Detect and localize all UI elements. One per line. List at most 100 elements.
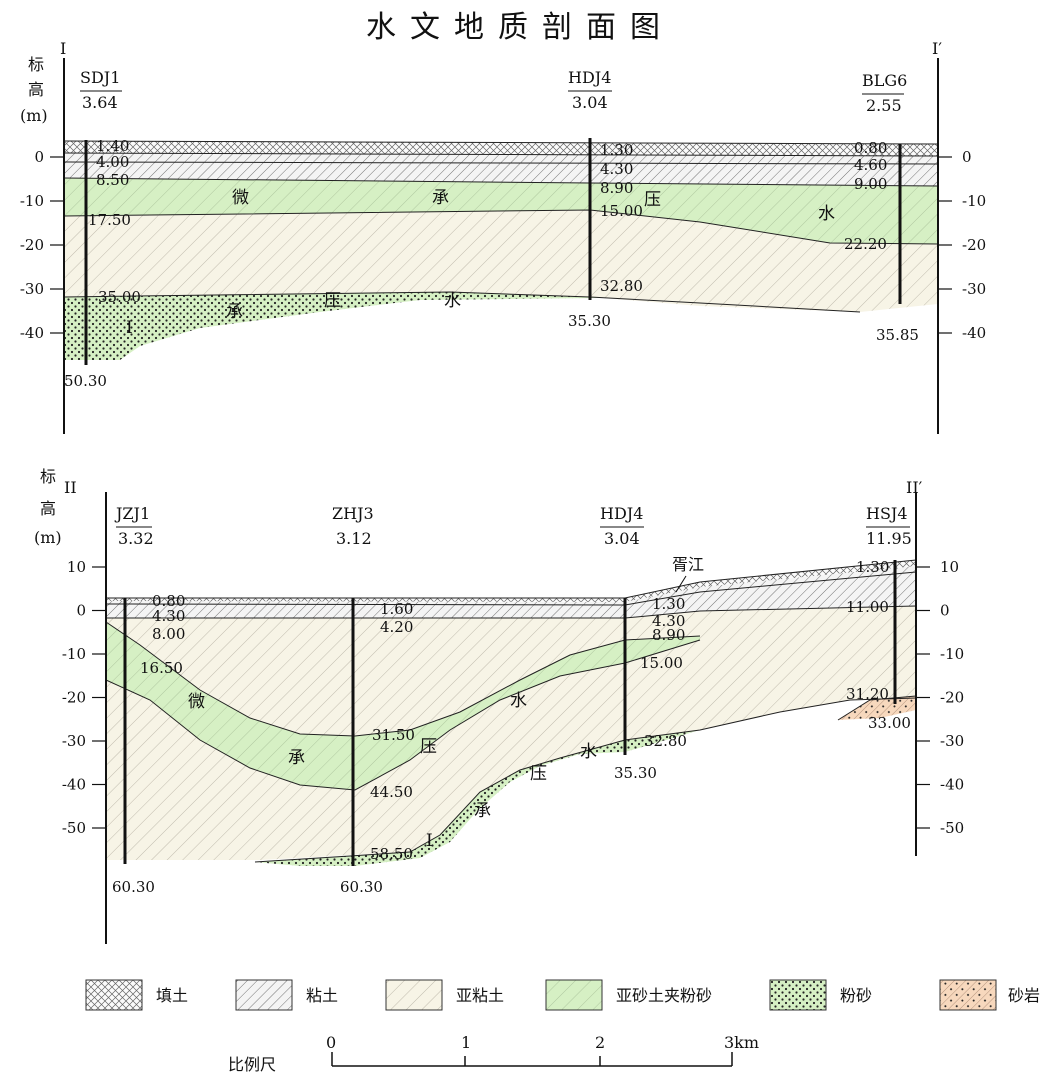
blg6-depth-3: 9.00 <box>854 175 887 193</box>
hdj4-s1-depth-2: 4.30 <box>600 160 633 178</box>
scale-bar: 比例尺 0 1 2 3km <box>228 1033 759 1074</box>
zhj3-depth-2: 4.20 <box>380 618 413 636</box>
section2-left-tick-label: -30 <box>62 732 86 750</box>
section2-fill-layer <box>106 560 916 602</box>
section2-left-tick-label: 0 <box>76 602 86 620</box>
section1-left-tick-label: -20 <box>20 236 44 254</box>
section2-left-tick-label: -40 <box>62 776 86 794</box>
scale-tick-3: 3km <box>724 1033 759 1052</box>
section2-right-tick-label: -10 <box>940 645 964 663</box>
jzj1-depth-4: 16.50 <box>140 659 183 677</box>
section1-left-tick-label: -40 <box>20 324 44 342</box>
jzj1-depth-1: 0.80 <box>152 592 185 610</box>
hdj4-s2-bottom: 35.30 <box>614 764 657 782</box>
hdj4-s2-depth-4: 15.00 <box>640 654 683 672</box>
section2-right-tick-label: -40 <box>940 776 964 794</box>
hdj4-s2-depth-2: 4.30 <box>652 612 685 630</box>
section1-left-axis: 0 -10 -20 -30 -40 <box>20 148 64 342</box>
section1-right-axis: 0 -10 -20 -30 -40 <box>938 148 986 342</box>
sdj1-depth-5: 35.00 <box>98 288 141 306</box>
section1-water-lower-2: 压 <box>324 291 341 311</box>
section2-clay-layer <box>106 566 916 618</box>
borehole-blg6-name: BLG6 <box>862 71 907 90</box>
section2-right-mark: II′ <box>906 478 923 497</box>
jzj1-bottom: 60.30 <box>112 878 155 896</box>
legend-label-sandy-silt: 亚砂土夹粉砂 <box>616 986 712 1005</box>
section1-sandy-silt-layer <box>64 210 938 312</box>
section2-water-upper-1: 微 <box>188 692 205 712</box>
section1-right-tick-label: -10 <box>962 192 986 210</box>
hdj4-s1-depth-1: 1.30 <box>600 141 633 159</box>
section2-water-upper-2: 承 <box>288 748 305 768</box>
legend-swatch-sandstone <box>939 979 997 1011</box>
section1-water-lower-3: 水 <box>444 291 461 311</box>
section2-elev-label-3: (m) <box>34 528 62 547</box>
borehole-hdj4-s2-name: HDJ4 <box>600 504 643 523</box>
sdj1-bottom: 50.30 <box>64 372 107 390</box>
section2-left-tick-label: 10 <box>67 558 86 576</box>
sdj1-depth-3: 8.50 <box>96 171 129 189</box>
section2-left-tick-label: -20 <box>62 689 86 707</box>
blg6-depth-4: 22.20 <box>844 235 887 253</box>
section1-elev-label-3: (m) <box>20 106 48 125</box>
legend-label-fine-sand: 粉砂 <box>840 986 872 1005</box>
legend-swatch-sandy-silt <box>545 979 603 1011</box>
borehole-jzj1-elev: 3.32 <box>118 529 154 548</box>
section2-left-mark: II <box>64 478 77 497</box>
section1-right-tick-label: 0 <box>962 148 972 166</box>
diagram-title: 水文地质剖面图 <box>366 10 674 45</box>
section2-water-lower-2: 压 <box>530 764 547 784</box>
blg6-bottom: 35.85 <box>876 326 919 344</box>
hsj4-bottom: 33.00 <box>868 714 911 732</box>
zhj3-depth-3: 31.50 <box>372 726 415 744</box>
jzj1-depth-3: 8.00 <box>152 625 185 643</box>
legend-label-silty-clay: 亚粘土 <box>456 986 504 1005</box>
section1-water-upper-2: 承 <box>432 188 449 208</box>
legend-label-sandstone: 砂岩 <box>1008 986 1040 1005</box>
hdj4-s2-depth-1: 1.30 <box>652 595 685 613</box>
sdj1-depth-4: 17.50 <box>88 211 131 229</box>
hdj4-s1-depth-3: 8.90 <box>600 179 633 197</box>
hsj4-depth-1: 1.30 <box>856 558 889 576</box>
hdj4-s2-depth-3: 8.90 <box>652 626 685 644</box>
legend: 填土 粘土 亚粘土 亚砂土夹粉砂 粉砂 砂岩 <box>85 979 1040 1011</box>
section1-right-mark: I′ <box>932 39 942 58</box>
legend-label-fill: 填土 <box>156 986 188 1005</box>
section1-left-tick-label: 0 <box>34 148 44 166</box>
borehole-hdj4-s2-elev: 3.04 <box>604 529 640 548</box>
section2-elev-label-2: 高 <box>40 499 56 518</box>
section2-right-tick-label: 0 <box>940 602 950 620</box>
section2-left-tick-label: -10 <box>62 645 86 663</box>
section2-water-lower-1: 承 <box>474 801 491 821</box>
borehole-sdj1-name: SDJ1 <box>80 68 120 87</box>
zhj3-depth-1: 1.60 <box>380 600 413 618</box>
legend-swatch-silty-clay <box>385 979 443 1011</box>
river-label: 胥江 <box>672 555 704 574</box>
section2-fine-sand-layer <box>255 730 700 866</box>
zhj3-bottom: 60.30 <box>340 878 383 896</box>
section1-elev-label-1: 标 <box>28 55 44 74</box>
scale-tick-2: 2 <box>595 1033 605 1052</box>
section1-water-lower-1: 承 <box>226 302 243 322</box>
section2-water-upper-3: 压 <box>420 737 437 757</box>
section1-fine-sand-layer <box>64 292 600 360</box>
section2-right-tick-label: -50 <box>940 819 964 837</box>
scale-label: 比例尺 <box>228 1055 276 1074</box>
section1-right-tick-label: -40 <box>962 324 986 342</box>
hdj4-s1-bottom: 35.30 <box>568 312 611 330</box>
legend-swatch-fill <box>85 979 143 1011</box>
hdj4-s1-depth-5: 32.80 <box>600 277 643 295</box>
section1-left-tick-label: -30 <box>20 280 44 298</box>
section2-water-upper-4: 水 <box>510 691 527 711</box>
zhj3-depth-5: 58.50 <box>370 845 413 863</box>
section2-sandy-silt-layer <box>106 606 916 860</box>
section2-right-tick-label: 10 <box>940 558 959 576</box>
section-1: I I′ 标 高 (m) 0 -10 -20 -30 -40 0 -10 -20 -30 -40… <box>20 39 986 434</box>
section1-water-upper-4: 水 <box>818 204 835 224</box>
hdj4-s1-depth-4: 15.00 <box>600 202 643 220</box>
section2-right-tick-label: -20 <box>940 689 964 707</box>
borehole-zhj3-name: ZHJ3 <box>332 504 374 523</box>
section2-left-tick-label: -50 <box>62 819 86 837</box>
borehole-hdj4-elev: 3.04 <box>572 93 608 112</box>
